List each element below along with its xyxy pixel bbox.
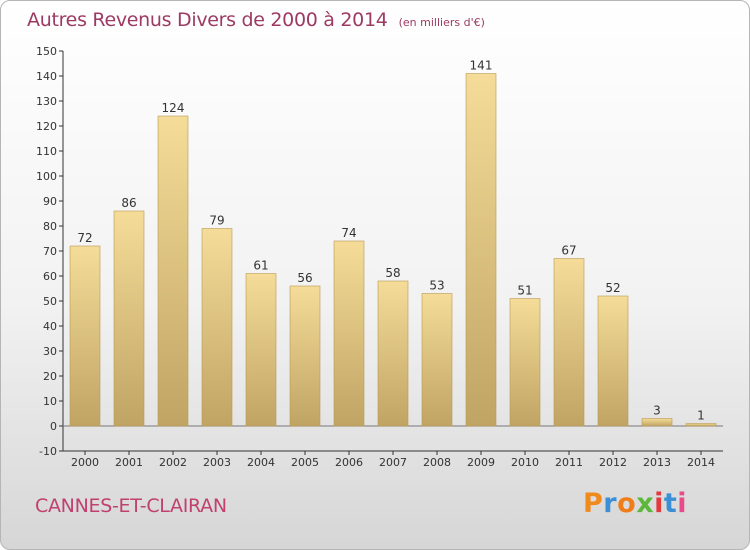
value-label-2009: 141	[470, 59, 493, 73]
x-tick-label-2002: 2002	[159, 456, 187, 469]
x-tick-label-2000: 2000	[71, 456, 99, 469]
y-tick-label: 90	[43, 195, 57, 208]
bar-2009	[465, 73, 497, 427]
bar-2001	[113, 210, 145, 427]
x-tick-label-2012: 2012	[599, 456, 627, 469]
bar-2010	[509, 298, 541, 427]
value-label-2000: 72	[77, 231, 92, 245]
y-tick-label: 140	[36, 70, 57, 83]
y-tick-label: 100	[36, 170, 57, 183]
y-tick-label: 80	[43, 220, 57, 233]
y-tick-label: 110	[36, 145, 57, 158]
axes: -10 0 10 20 30 40 50 60 70 80 90 100 110 120 130 140 150…	[36, 45, 723, 469]
value-label-2005: 56	[297, 271, 312, 285]
value-label-2012: 52	[605, 281, 620, 295]
bar-2002	[157, 115, 189, 427]
y-tick-label: 50	[43, 295, 57, 308]
value-label-2013: 3	[653, 404, 661, 418]
value-label-2007: 58	[385, 266, 400, 280]
bar-2013	[641, 418, 673, 427]
y-tick-label: 60	[43, 270, 57, 283]
x-tick-label-2006: 2006	[335, 456, 363, 469]
y-tick-label: 70	[43, 245, 57, 258]
brand-logo: Proxiti	[583, 488, 688, 519]
y-tick-label: 150	[36, 45, 57, 58]
value-label-2003: 79	[209, 214, 224, 228]
bar-2005	[289, 285, 321, 427]
x-tick-label-2008: 2008	[423, 456, 451, 469]
bars	[69, 73, 717, 427]
value-label-2001: 86	[121, 196, 136, 210]
x-tick-label-2013: 2013	[643, 456, 671, 469]
bar-2000	[69, 245, 101, 427]
value-label-2014: 1	[697, 409, 705, 423]
value-label-2011: 67	[561, 244, 576, 258]
place-name: CANNES-ET-CLAIRAN	[35, 495, 227, 517]
value-label-2004: 61	[253, 259, 268, 273]
y-tick-label: 10	[43, 395, 57, 408]
y-tick-label: 40	[43, 320, 57, 333]
x-tick-label-2010: 2010	[511, 456, 539, 469]
value-label-2006: 74	[341, 226, 356, 240]
bar-2007	[377, 280, 409, 427]
value-labels: 72 86 124 79 61 56 74 58 53 141 51 67 52 3 1	[77, 59, 704, 423]
y-tick-label: 0	[50, 420, 57, 433]
bar-2006	[333, 240, 365, 427]
value-label-2010: 51	[517, 284, 532, 298]
x-tick-label-2001: 2001	[115, 456, 143, 469]
x-tick-label-2005: 2005	[291, 456, 319, 469]
bar-2011	[553, 258, 585, 427]
y-tick-label: -10	[39, 445, 57, 458]
x-tick-label-2011: 2011	[555, 456, 583, 469]
bar-2012	[597, 295, 629, 427]
value-label-2002: 124	[162, 101, 185, 115]
bar-2008	[421, 293, 453, 427]
chart-title-block: Autres Revenus Divers de 2000 à 2014 (en…	[27, 9, 485, 31]
value-label-2008: 53	[429, 279, 444, 293]
x-tick-label-2004: 2004	[247, 456, 275, 469]
bar-2014	[685, 423, 717, 427]
bar-2003	[201, 228, 233, 427]
x-tick-label-2014: 2014	[687, 456, 715, 469]
y-tick-label: 120	[36, 120, 57, 133]
x-tick-label-2007: 2007	[379, 456, 407, 469]
bar-2004	[245, 273, 277, 427]
y-tick-label: 130	[36, 95, 57, 108]
y-tick-label: 20	[43, 370, 57, 383]
chart-unit: (en milliers d'€)	[398, 16, 485, 29]
chart-title: Autres Revenus Divers de 2000 à 2014	[27, 9, 388, 31]
y-tick-label: 30	[43, 345, 57, 358]
x-tick-label-2003: 2003	[203, 456, 231, 469]
x-tick-label-2009: 2009	[467, 456, 495, 469]
